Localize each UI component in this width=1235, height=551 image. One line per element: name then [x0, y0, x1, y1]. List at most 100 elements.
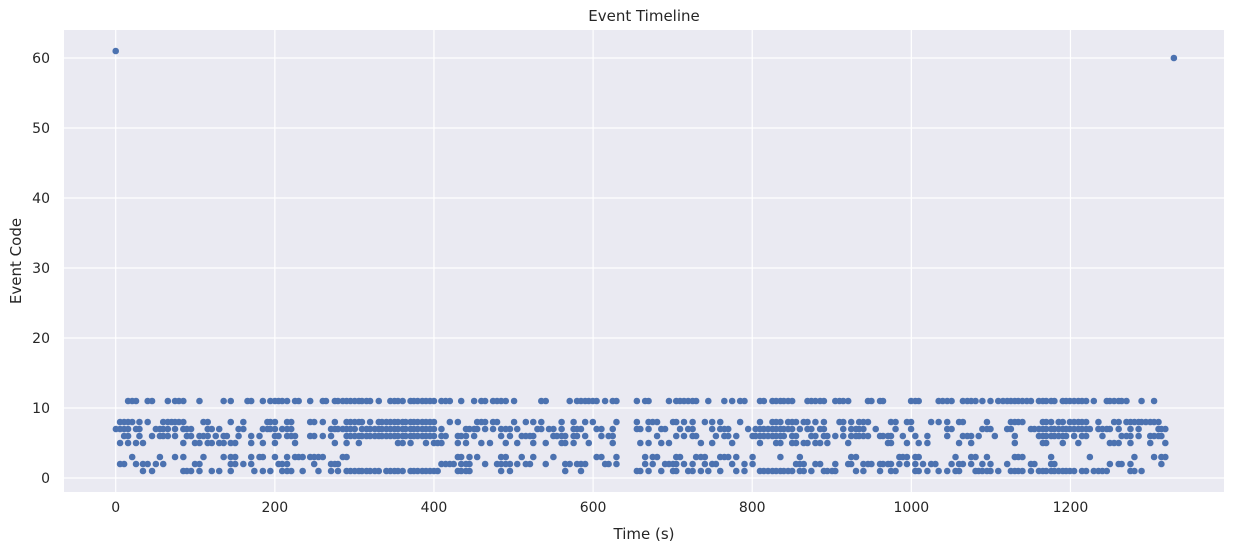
y-tick-label: 50 [32, 121, 50, 137]
data-point [820, 425, 828, 433]
data-point [716, 418, 724, 426]
data-point [760, 397, 768, 405]
x-tick-label: 600 [580, 500, 607, 516]
data-point [868, 397, 875, 405]
data-point [967, 439, 975, 447]
chart-title: Event Timeline [588, 7, 700, 25]
data-point [310, 460, 318, 468]
data-point [777, 439, 784, 447]
data-point [208, 425, 216, 433]
data-point [414, 467, 422, 475]
data-point [847, 418, 855, 426]
data-point [645, 425, 652, 433]
data-point [156, 453, 164, 461]
data-point [231, 453, 239, 461]
data-point [744, 425, 752, 433]
data-point [705, 397, 712, 405]
data-point [839, 397, 847, 405]
data-point [351, 425, 359, 433]
data-point [240, 460, 247, 468]
data-point [943, 467, 951, 475]
data-point [334, 460, 342, 468]
data-point [319, 418, 327, 426]
data-point [1135, 432, 1142, 440]
data-point [366, 425, 374, 433]
data-point [1027, 397, 1035, 405]
data-point [952, 453, 959, 461]
data-point [407, 439, 414, 447]
data-point [1150, 453, 1158, 461]
data-point [124, 439, 132, 447]
y-tick-labels: 0 10 20 30 40 50 60 [32, 51, 50, 487]
data-point [721, 397, 728, 405]
data-point [609, 439, 617, 447]
data-point [1127, 460, 1134, 468]
data-point [446, 397, 454, 405]
data-point [506, 432, 514, 440]
data-point [892, 467, 899, 475]
data-point [847, 432, 855, 440]
data-point [581, 432, 589, 440]
data-point [653, 453, 661, 461]
data-point [315, 467, 322, 475]
data-point [1082, 467, 1090, 475]
data-point [987, 397, 994, 405]
data-point [287, 467, 295, 475]
data-point [164, 397, 172, 405]
data-point [1090, 467, 1098, 475]
data-point [876, 467, 884, 475]
data-point [701, 453, 709, 461]
data-point [808, 467, 815, 475]
data-point [399, 439, 406, 447]
data-point [1110, 418, 1118, 426]
data-point [128, 453, 136, 461]
data-point [593, 453, 600, 461]
data-point [481, 397, 489, 405]
data-point [820, 397, 828, 405]
data-point [327, 467, 335, 475]
data-point [994, 397, 1002, 405]
data-point [299, 467, 306, 475]
data-point [231, 460, 239, 468]
data-point [1103, 467, 1111, 475]
data-point [887, 460, 895, 468]
data-point [796, 425, 804, 433]
data-point [529, 439, 537, 447]
data-point [513, 439, 521, 447]
data-point [967, 460, 975, 468]
data-point [438, 425, 445, 433]
data-point [892, 425, 899, 433]
data-point [741, 467, 748, 475]
data-point [613, 397, 620, 405]
data-point [116, 439, 124, 447]
data-point [1070, 467, 1078, 475]
data-point [473, 453, 481, 461]
data-point [450, 460, 457, 468]
data-point [470, 397, 478, 405]
gridlines [64, 30, 1224, 492]
data-point [259, 425, 267, 433]
data-point [645, 397, 652, 405]
data-point [800, 467, 808, 475]
data-point [637, 467, 644, 475]
data-point [924, 432, 931, 440]
data-point [1086, 425, 1094, 433]
data-point [577, 467, 585, 475]
data-point [1047, 453, 1055, 461]
data-point [1019, 453, 1026, 461]
data-point [128, 418, 136, 426]
data-point [466, 467, 473, 475]
y-tick-label: 0 [41, 471, 50, 487]
data-point [605, 460, 612, 468]
data-point [708, 425, 716, 433]
data-point [446, 418, 454, 426]
data-point [705, 467, 712, 475]
data-point [271, 418, 279, 426]
y-axis-label: Event Code [7, 218, 25, 304]
data-point [208, 467, 216, 475]
data-point [570, 418, 577, 426]
data-point [860, 425, 867, 433]
data-point [1042, 432, 1050, 440]
data-point [542, 460, 550, 468]
data-point [816, 460, 824, 468]
